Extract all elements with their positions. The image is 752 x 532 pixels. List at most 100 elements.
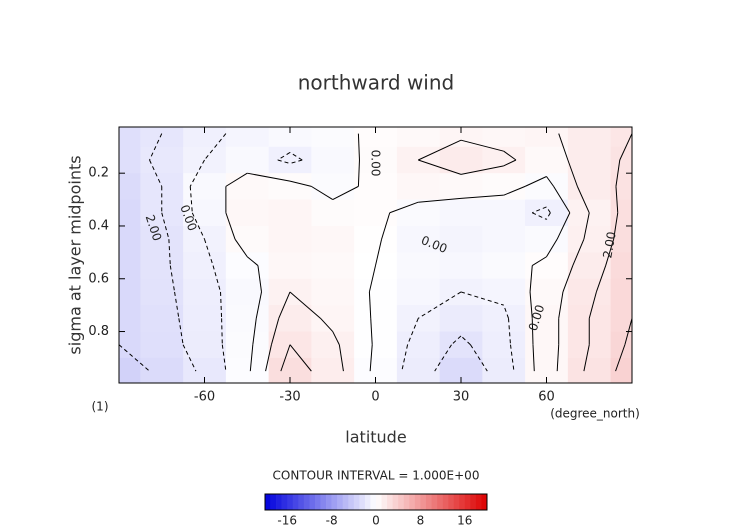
y-tick-label: 0.8 [88,324,109,339]
field [119,127,632,383]
colorbar-cell [376,494,382,510]
y-axis-label: sigma at layer midpoints [66,155,85,354]
colorbar-cell [303,494,310,510]
contour-line [562,265,574,293]
field-cell [311,357,355,383]
contour-line [368,291,372,319]
field-cell [119,331,141,359]
field-cell [225,331,270,359]
colorbar-cell [470,494,477,510]
colorbar-cell [481,494,488,510]
contour-line [531,318,534,345]
contour-label: 0.00 [369,150,383,177]
colorbar-cell [270,494,277,510]
field-cell [439,173,483,201]
field-cell [567,127,612,148]
contour-line [546,176,555,187]
field-cell [482,252,526,280]
contour-line [417,291,462,319]
colorbar-cell [314,494,321,510]
colorbar-cell [442,494,449,510]
contour-interval: CONTOUR INTERVAL = 1.000E+00 [273,469,480,483]
colorbar-cell [342,494,349,510]
field-cell [354,146,398,174]
contour-line [161,212,170,240]
colorbar-cell [414,494,421,510]
contour-line [289,152,303,161]
contour-line [189,159,205,187]
field-cell [482,199,526,227]
field-cell [482,127,526,148]
contour-line [460,335,471,346]
contour-line [249,344,254,372]
contour-line [277,159,291,164]
colorbar-cell [398,494,405,510]
field-cell [268,199,312,227]
contour-line [460,139,504,152]
y-tick-label: 0.6 [88,271,109,286]
contour-line [460,291,504,306]
colorbar-cell [309,494,316,510]
field-cell [396,173,441,201]
field-cell [268,127,312,148]
field-cell [610,305,632,333]
contour-line [389,201,419,214]
field-cell [396,225,441,253]
x-axis-label: latitude [345,428,406,447]
contour-line [381,212,391,240]
field-cell [482,225,526,253]
contour-line [418,197,462,203]
field-cell [140,225,184,253]
contour-line [189,186,193,213]
colorbar-cell [409,494,416,510]
contour-line [619,133,632,161]
field-cell [396,278,441,306]
contour-line [234,238,248,258]
field-cell [311,199,355,227]
contour-line [357,133,360,161]
contour-line [252,318,257,345]
colorbar-tick-label: -16 [277,514,297,528]
contour-line [553,186,571,214]
field-cell [183,278,227,306]
contour-line [470,344,488,372]
chart-title: northward wind [298,71,454,95]
contour-line [149,159,163,187]
field-cell [140,357,184,383]
field-cell [183,252,227,280]
colorbar-cell [292,494,299,510]
contour-line [503,304,509,319]
contour-line [529,265,533,292]
colorbar-cell [420,494,427,510]
contour-line [401,344,409,372]
colorbar-cell [326,494,332,510]
colorbar-cell [353,494,360,510]
colorbar-tick-label: 8 [417,514,425,528]
colorbar-cell [331,494,338,510]
field-cell [439,252,483,280]
x-tick-label: -60 [194,390,215,405]
field-cell [482,357,526,383]
colorbar-cell [265,494,271,510]
colorbar-cell [281,494,288,510]
contour-line [246,256,259,266]
contour-line [332,331,340,345]
contour-line [583,212,590,240]
y-tick-label: 0.2 [88,166,109,181]
field-cell [482,278,526,306]
colorbar-cell [348,494,355,510]
field-cell [119,357,141,383]
field-cell [396,199,441,227]
field-cell [225,305,270,333]
panel-label: (1) [92,400,109,414]
field-cell [225,173,270,201]
field-cell [567,173,612,201]
y-tick-label: 0.4 [88,218,109,233]
field-cell [354,225,398,253]
colorbar-cell [276,494,282,510]
contour-line [182,344,197,372]
colorbar-cell [320,494,327,510]
contour-line [280,344,291,372]
contour-line [247,172,291,182]
